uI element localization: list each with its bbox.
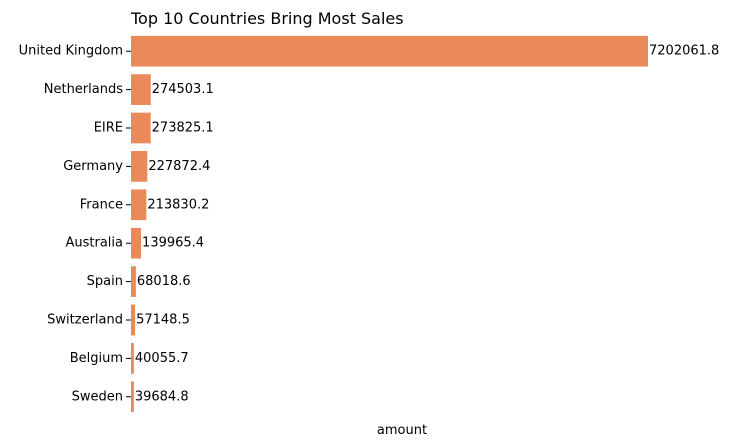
category-label: Australia	[65, 236, 123, 251]
value-labels-group: 7202061.8 274503.1 273825.1 227872.4 213830.…	[135, 44, 719, 405]
bar-eire	[131, 112, 151, 144]
value-label: 227872.4	[148, 159, 210, 174]
x-axis-label: amount	[377, 423, 427, 438]
bar-australia	[131, 227, 142, 259]
category-label: Belgium	[70, 351, 123, 366]
bar-spain	[131, 266, 136, 297]
category-label: France	[80, 197, 123, 212]
value-label: 213830.2	[147, 197, 209, 212]
bar-switzerland	[131, 304, 136, 336]
category-label: Netherlands	[44, 82, 123, 97]
bars-group	[131, 35, 648, 413]
value-label: 57148.5	[136, 313, 190, 328]
value-label: 40055.7	[135, 351, 189, 366]
category-label: Spain	[87, 274, 123, 289]
category-label: EIRE	[94, 121, 123, 136]
value-label: 39684.8	[135, 389, 189, 404]
bar-netherlands	[131, 74, 151, 105]
value-label: 7202061.8	[649, 44, 719, 59]
value-label: 274503.1	[152, 82, 214, 97]
value-label: 68018.6	[137, 274, 191, 289]
value-label: 139965.4	[142, 236, 204, 251]
bar-germany	[131, 151, 148, 182]
category-labels-group: United Kingdom Netherlands EIRE Germany Fran…	[19, 44, 131, 404]
category-label: Switzerland	[47, 313, 123, 328]
bar-united-kingdom	[131, 35, 648, 67]
category-label: United Kingdom	[19, 44, 123, 59]
bar-france	[131, 189, 147, 221]
category-label: Germany	[63, 159, 123, 174]
category-label: Sweden	[72, 389, 123, 404]
bar-sweden	[131, 381, 134, 413]
value-label: 273825.1	[152, 121, 214, 136]
chart-title: Top 10 Countries Bring Most Sales	[130, 9, 404, 28]
bar-belgium	[131, 343, 134, 374]
